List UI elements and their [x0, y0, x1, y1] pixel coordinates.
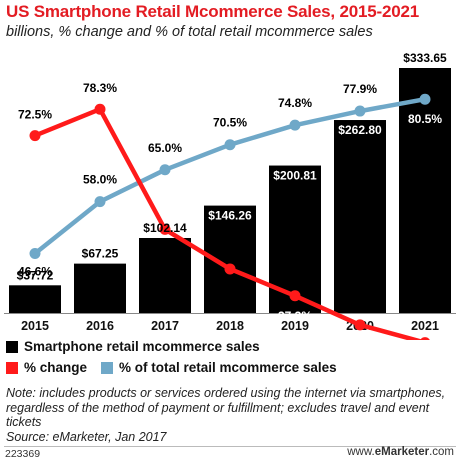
change-label-2019: 37.3% — [278, 309, 312, 323]
legend-sales-swatch — [6, 340, 18, 353]
share-label-2019: 74.8% — [278, 96, 312, 110]
share-label-2020: 77.9% — [343, 82, 377, 96]
bar-2016 — [74, 263, 126, 313]
bar-label-2019: $200.81 — [273, 169, 317, 183]
legend-change-label: % change — [24, 360, 88, 375]
chart-title: US Smartphone Retail Mcommerce Sales, 20… — [6, 2, 419, 21]
bar-label-2018: $146.26 — [208, 209, 252, 223]
x-tick-2018: 2018 — [216, 319, 244, 333]
site-brand: eMarketer — [374, 446, 430, 458]
legend-share-label: % of total retail mcommerce sales — [119, 360, 337, 375]
x-tick-2021: 2021 — [411, 319, 439, 333]
x-tick-2016: 2016 — [86, 319, 114, 333]
bar-2021 — [399, 68, 451, 313]
bar-label-2021: $333.65 — [403, 51, 447, 65]
bar-2017 — [139, 237, 191, 313]
bar-2015 — [9, 285, 61, 313]
change-point-2019 — [289, 290, 301, 302]
bar-2020 — [334, 120, 386, 313]
share-label-2016: 58.0% — [83, 173, 117, 187]
x-tick-2017: 2017 — [151, 319, 179, 333]
chart-subtitle: billions, % change and % of total retail… — [6, 24, 373, 40]
bar-label-2015: $37.72 — [17, 268, 54, 282]
chart-id: 223369 — [5, 448, 41, 460]
x-tick-2015: 2015 — [21, 319, 49, 333]
change-point-2015 — [29, 130, 41, 142]
x-tick-2019: 2019 — [281, 319, 309, 333]
share-point-2021 — [419, 93, 431, 105]
change-point-2017 — [159, 223, 171, 235]
change-point-2016 — [94, 103, 106, 115]
share-point-2018 — [224, 139, 236, 151]
bar-label-2017: $102.14 — [143, 221, 187, 235]
change-point-2020 — [354, 319, 366, 331]
share-point-2016 — [94, 196, 106, 208]
site-suffix: .com — [429, 446, 454, 458]
note-text: Note: includes products or services orde… — [6, 386, 446, 429]
footer-divider — [4, 446, 456, 447]
legend-sales: Smartphone retail mcommerce sales — [6, 339, 260, 354]
share-label-2017: 65.0% — [148, 141, 182, 155]
change-label-2015: 72.5% — [18, 108, 52, 122]
legend-change-swatch — [6, 361, 18, 374]
change-point-2021 — [420, 337, 430, 340]
legend-share-swatch — [101, 361, 114, 374]
change-point-2018 — [224, 263, 236, 275]
bar-label-2016: $67.25 — [82, 247, 119, 261]
share-label-2018: 70.5% — [213, 116, 247, 130]
site-link[interactable]: www.eMarketer.com — [347, 446, 454, 458]
bar-label-2020: $262.80 — [338, 123, 382, 137]
change-label-2016: 78.3% — [83, 81, 117, 95]
legend-sales-label: Smartphone retail mcommerce sales — [24, 339, 260, 354]
change-label-2017: 51.9% — [148, 241, 182, 255]
change-label-2018: 43.2% — [213, 240, 247, 254]
share-point-2020 — [354, 105, 366, 117]
source-text: Source: eMarketer, Jan 2017 — [6, 429, 167, 444]
share-point-2015 — [29, 247, 41, 259]
share-point-2017 — [159, 164, 171, 176]
change-label-2020: 30.9% — [343, 338, 377, 340]
share-label-2021: 80.5% — [408, 112, 442, 126]
legend-lines: % change % of total retail mcommerce sal… — [6, 360, 337, 375]
share-point-2019 — [289, 119, 301, 131]
share-label-2015: 46.6% — [18, 264, 52, 278]
chart-plot: 2015201620172018201920202021 $37.72$67.2… — [4, 51, 456, 340]
chart-note: Note: includes products or services orde… — [6, 386, 458, 444]
site-prefix: www. — [347, 446, 375, 458]
